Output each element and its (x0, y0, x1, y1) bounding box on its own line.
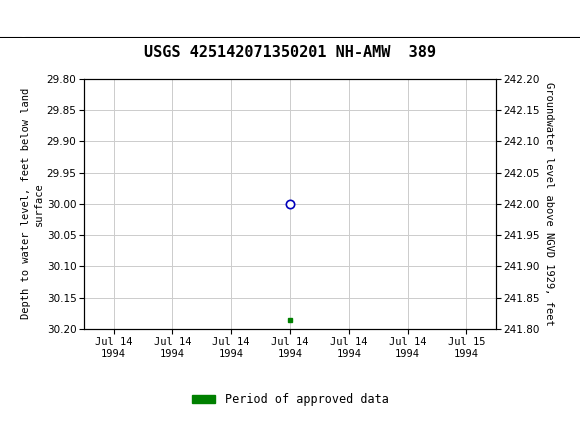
Text: USGS 425142071350201 NH-AMW  389: USGS 425142071350201 NH-AMW 389 (144, 45, 436, 60)
Legend: Period of approved data: Period of approved data (187, 389, 393, 411)
Y-axis label: Groundwater level above NGVD 1929, feet: Groundwater level above NGVD 1929, feet (544, 82, 554, 326)
Y-axis label: Depth to water level, feet below land
surface: Depth to water level, feet below land su… (21, 88, 44, 319)
Text: USGS: USGS (38, 9, 89, 27)
